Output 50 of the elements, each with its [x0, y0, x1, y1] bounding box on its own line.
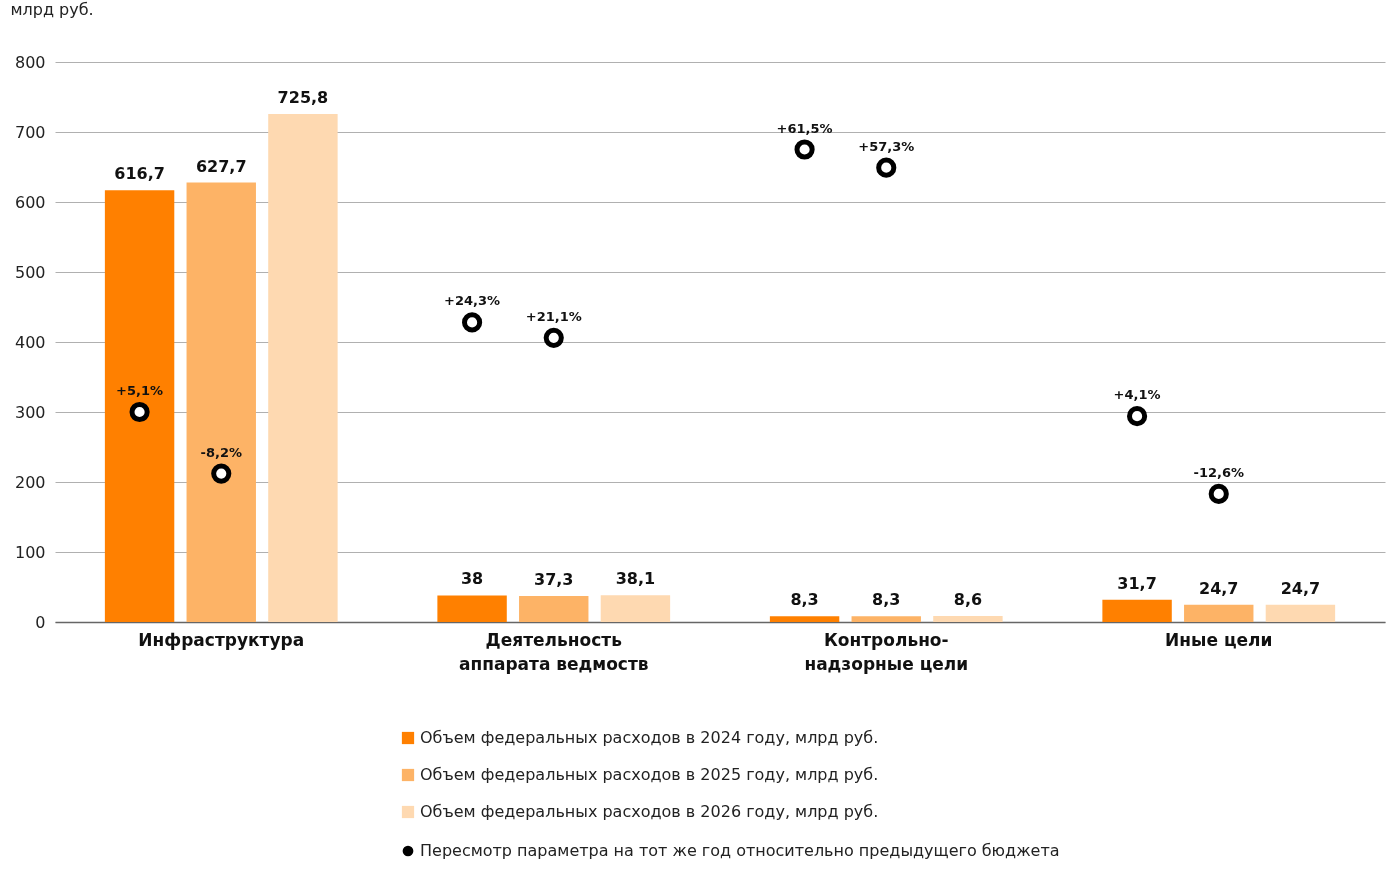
data-label: 38	[460, 569, 484, 589]
data-label: 24,7	[1280, 578, 1321, 598]
bar	[1265, 604, 1336, 622]
y-tick-label: 100	[14, 542, 46, 562]
annotation: +4,1%	[1113, 387, 1161, 403]
bar	[600, 595, 671, 622]
data-label: 8,3	[872, 590, 901, 610]
bar	[933, 615, 1003, 622]
data-label: 37,3	[534, 569, 574, 589]
y-tick-label: 600	[14, 192, 46, 212]
y-tick-label: 400	[14, 332, 46, 352]
data-label: 8,6	[953, 589, 983, 609]
y-tick-label: 500	[14, 262, 46, 282]
y-tick-label: 0	[35, 612, 46, 632]
bar	[1102, 599, 1172, 622]
bar	[268, 113, 338, 622]
bar	[104, 190, 175, 622]
annotation: +21,1%	[525, 308, 582, 324]
annotation: -8,2%	[200, 444, 242, 460]
data-label: 8,3	[790, 590, 819, 610]
data-label: 38,1	[615, 569, 656, 589]
y-axis-title: млрд руб.	[10, 0, 94, 19]
data-label: 616,7	[114, 164, 165, 184]
x-tick-label: Контрольно- надзорные цели	[804, 629, 969, 674]
y-tick-label: 800	[14, 52, 46, 72]
annotation: +24,3%	[444, 293, 501, 309]
annotation: +57,3%	[858, 138, 915, 154]
bar	[769, 616, 840, 622]
bar	[1184, 604, 1254, 622]
annotation: -12,6%	[1193, 464, 1244, 480]
legend-label: Объем федеральных расходов в 2026 году, млрд руб.	[420, 802, 879, 821]
annotation: +5,1%	[116, 383, 164, 398]
legend-label: Объем федеральных расходов в 2024 году, млрд руб.	[420, 728, 879, 747]
data-label: 24,7	[1199, 578, 1239, 598]
y-tick-label: 200	[14, 472, 46, 492]
bar	[851, 616, 921, 622]
data-label: 31,7	[1117, 573, 1157, 593]
bar	[186, 182, 256, 622]
legend-label: Пересмотр параметра на тот же год относительно предыдущего бюджета	[420, 841, 1060, 860]
annotation: +61,5%	[776, 120, 833, 136]
y-tick-label: 700	[14, 122, 46, 142]
data-label: 725,8	[277, 87, 329, 107]
x-tick-label: Деятельность аппарата ведмоств	[458, 629, 649, 674]
x-tick-label: Иные цели	[1165, 629, 1273, 650]
data-label: 627,7	[195, 156, 247, 176]
x-tick-label: Инфраструктура	[138, 629, 305, 650]
bar	[519, 595, 589, 622]
legend-label: Объем федеральных расходов в 2025 году, млрд руб.	[420, 765, 879, 784]
bar	[437, 595, 507, 622]
y-tick-label: 300	[14, 402, 46, 422]
